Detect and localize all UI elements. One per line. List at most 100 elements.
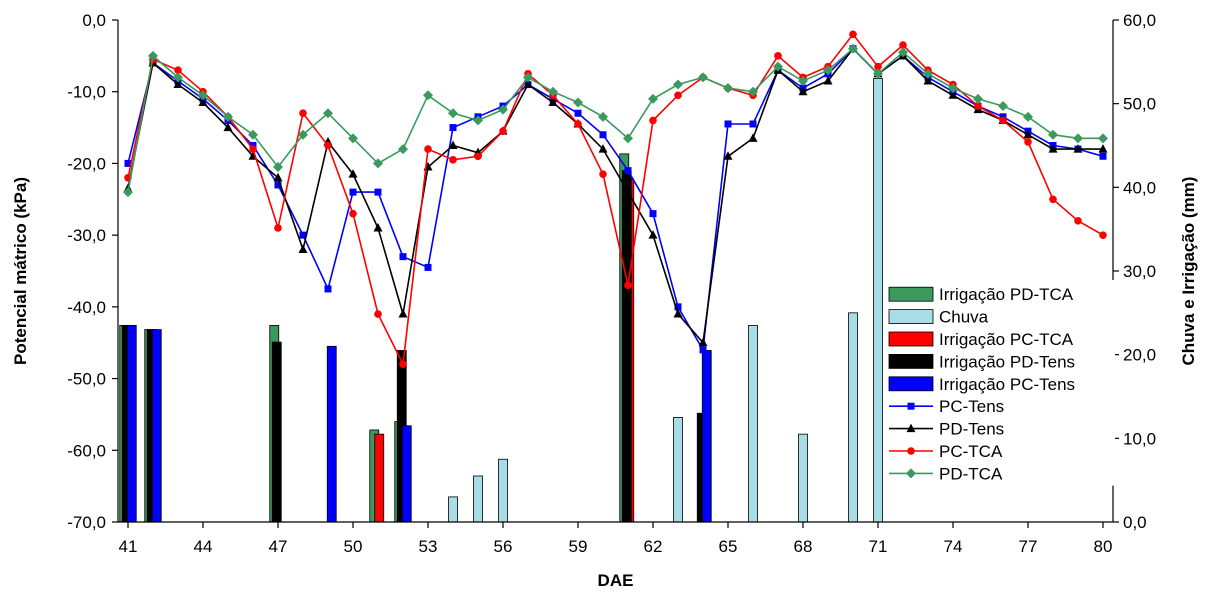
y-right-tick-label: 20,0 [1123,346,1156,365]
point-pd-tens-63 [673,309,683,318]
point-pc-tca-75 [974,102,982,110]
legend-swatch [888,353,934,369]
legend-item-pc-tens: PC-Tens [889,397,1004,416]
point-pd-tens-43 [173,79,183,89]
legend-label: PC-Tens [939,397,1004,416]
point-pc-tca-54 [449,156,457,164]
point-pd-tens-68 [798,86,808,96]
point-pd-tens-74 [948,90,958,99]
point-pd-tca-68 [798,75,808,86]
point-pd-tens-45 [223,122,233,132]
point-pc-tca-47 [274,224,282,232]
legend-item-pd-tens: PD-Tens [889,420,1004,439]
point-pc-tens-63 [674,303,682,311]
legend-marker [907,447,915,455]
point-pd-tca-67 [773,61,783,72]
point-pd-tens-80 [1098,144,1108,153]
legend-label: Irrigação PD-Tens [939,352,1075,371]
point-pd-tca-77 [1023,111,1033,122]
point-pc-tca-56 [499,127,507,135]
point-pd-tca-65 [723,83,733,94]
point-pd-tens-51 [373,222,383,232]
legend: Irrigação PD-TCA Chuva Irrigação PC-TCA Irr… [883,280,1115,486]
point-pd-tca-70 [848,43,858,54]
bar-chuva-68 [798,433,808,523]
point-pc-tca-52 [399,360,407,369]
point-pd-tca-72 [898,47,908,58]
point-pd-tca-56 [498,104,508,115]
y-axis-left-title: Potencial mátrico (kPa) [11,177,30,365]
y-left-tick-label: -50,0 [67,370,106,389]
point-pd-tca-42 [148,50,158,61]
y-right-tick-label: 60,0 [1123,11,1156,30]
line-series-pd-tens [123,43,1108,347]
point-pc-tens-51 [374,188,382,196]
point-pd-tens-73 [923,75,933,85]
x-tick-label: 71 [869,537,888,556]
bar-irrigacao-pd-tens-47 [271,341,282,523]
point-pd-tca-44 [198,90,208,101]
point-pd-tens-44 [198,97,208,106]
point-pc-tca-46 [249,145,257,153]
x-tick-label: 80 [1094,537,1113,556]
x-tick-label: 65 [719,537,738,556]
legend-item-irrigacao-pc-tens: Irrigação PC-Tens [888,375,1075,394]
line-series-group [123,30,1108,369]
line-pd-tens [127,47,1103,345]
line-pc-tens [127,47,1104,353]
x-axis-title: DAE [598,571,634,590]
legend-item-irrigacao-pd-tens: Irrigação PD-Tens [888,352,1075,371]
point-pd-tens-66 [748,133,758,142]
legend-marker [907,402,915,410]
point-pc-tens-80 [1099,152,1107,160]
point-pc-tca-80 [1099,231,1107,239]
point-pd-tca-51 [373,158,383,169]
point-pd-tca-75 [973,93,983,104]
legend-label: Chuva [939,308,989,327]
bar-chuva-63 [673,417,683,523]
bar-chuva-71 [873,78,883,523]
legend-marker [906,468,916,479]
point-pc-tca-48 [299,109,307,118]
x-tick-label: 44 [194,537,213,556]
legend-label: PD-Tens [939,420,1004,439]
x-tick-label: 56 [494,537,513,556]
point-pd-tens-48 [298,244,308,253]
x-tick-label: 47 [269,537,288,556]
point-pd-tens-47 [273,172,283,182]
point-pd-tca-59 [573,97,583,108]
point-pd-tca-79 [1073,133,1083,144]
point-pc-tens-54 [449,124,457,132]
point-pd-tca-80 [1098,133,1108,144]
point-pc-tca-50 [349,209,357,218]
point-pd-tca-54 [448,108,458,119]
legend-label: PD-TCA [939,464,1003,483]
bar-irrigacao-pc-tens-52 [401,425,412,523]
x-tick-label: 62 [644,537,663,556]
point-pd-tens-64 [698,337,708,347]
point-pd-tca-46 [248,129,258,140]
bar-chuva-66 [748,324,758,523]
point-pd-tens-79 [1073,144,1083,153]
point-pc-tca-70 [849,30,857,39]
point-pc-tens-66 [749,120,757,128]
point-pc-tca-63 [674,91,682,100]
point-pc-tens-59 [574,109,582,117]
x-tick-label: 74 [944,537,963,556]
y-left-tick-label: -40,0 [67,298,106,317]
point-pd-tca-64 [698,72,708,83]
point-pc-tca-49 [324,141,332,150]
legend-swatch [888,331,934,347]
point-pc-tca-55 [474,152,482,161]
legend-item-irrigacao-pc-tca: Irrigação PC-TCA [888,330,1074,349]
point-pc-tca-61 [624,281,632,290]
point-pc-tca-78 [1049,195,1057,204]
point-pd-tca-47 [273,162,283,173]
point-pc-tca-76 [999,116,1007,125]
y-right-tick-label: 50,0 [1123,95,1156,114]
point-pc-tca-60 [599,170,607,178]
point-pd-tca-58 [548,86,558,97]
x-tick-label: 59 [569,537,588,556]
point-pc-tens-65 [724,120,732,128]
